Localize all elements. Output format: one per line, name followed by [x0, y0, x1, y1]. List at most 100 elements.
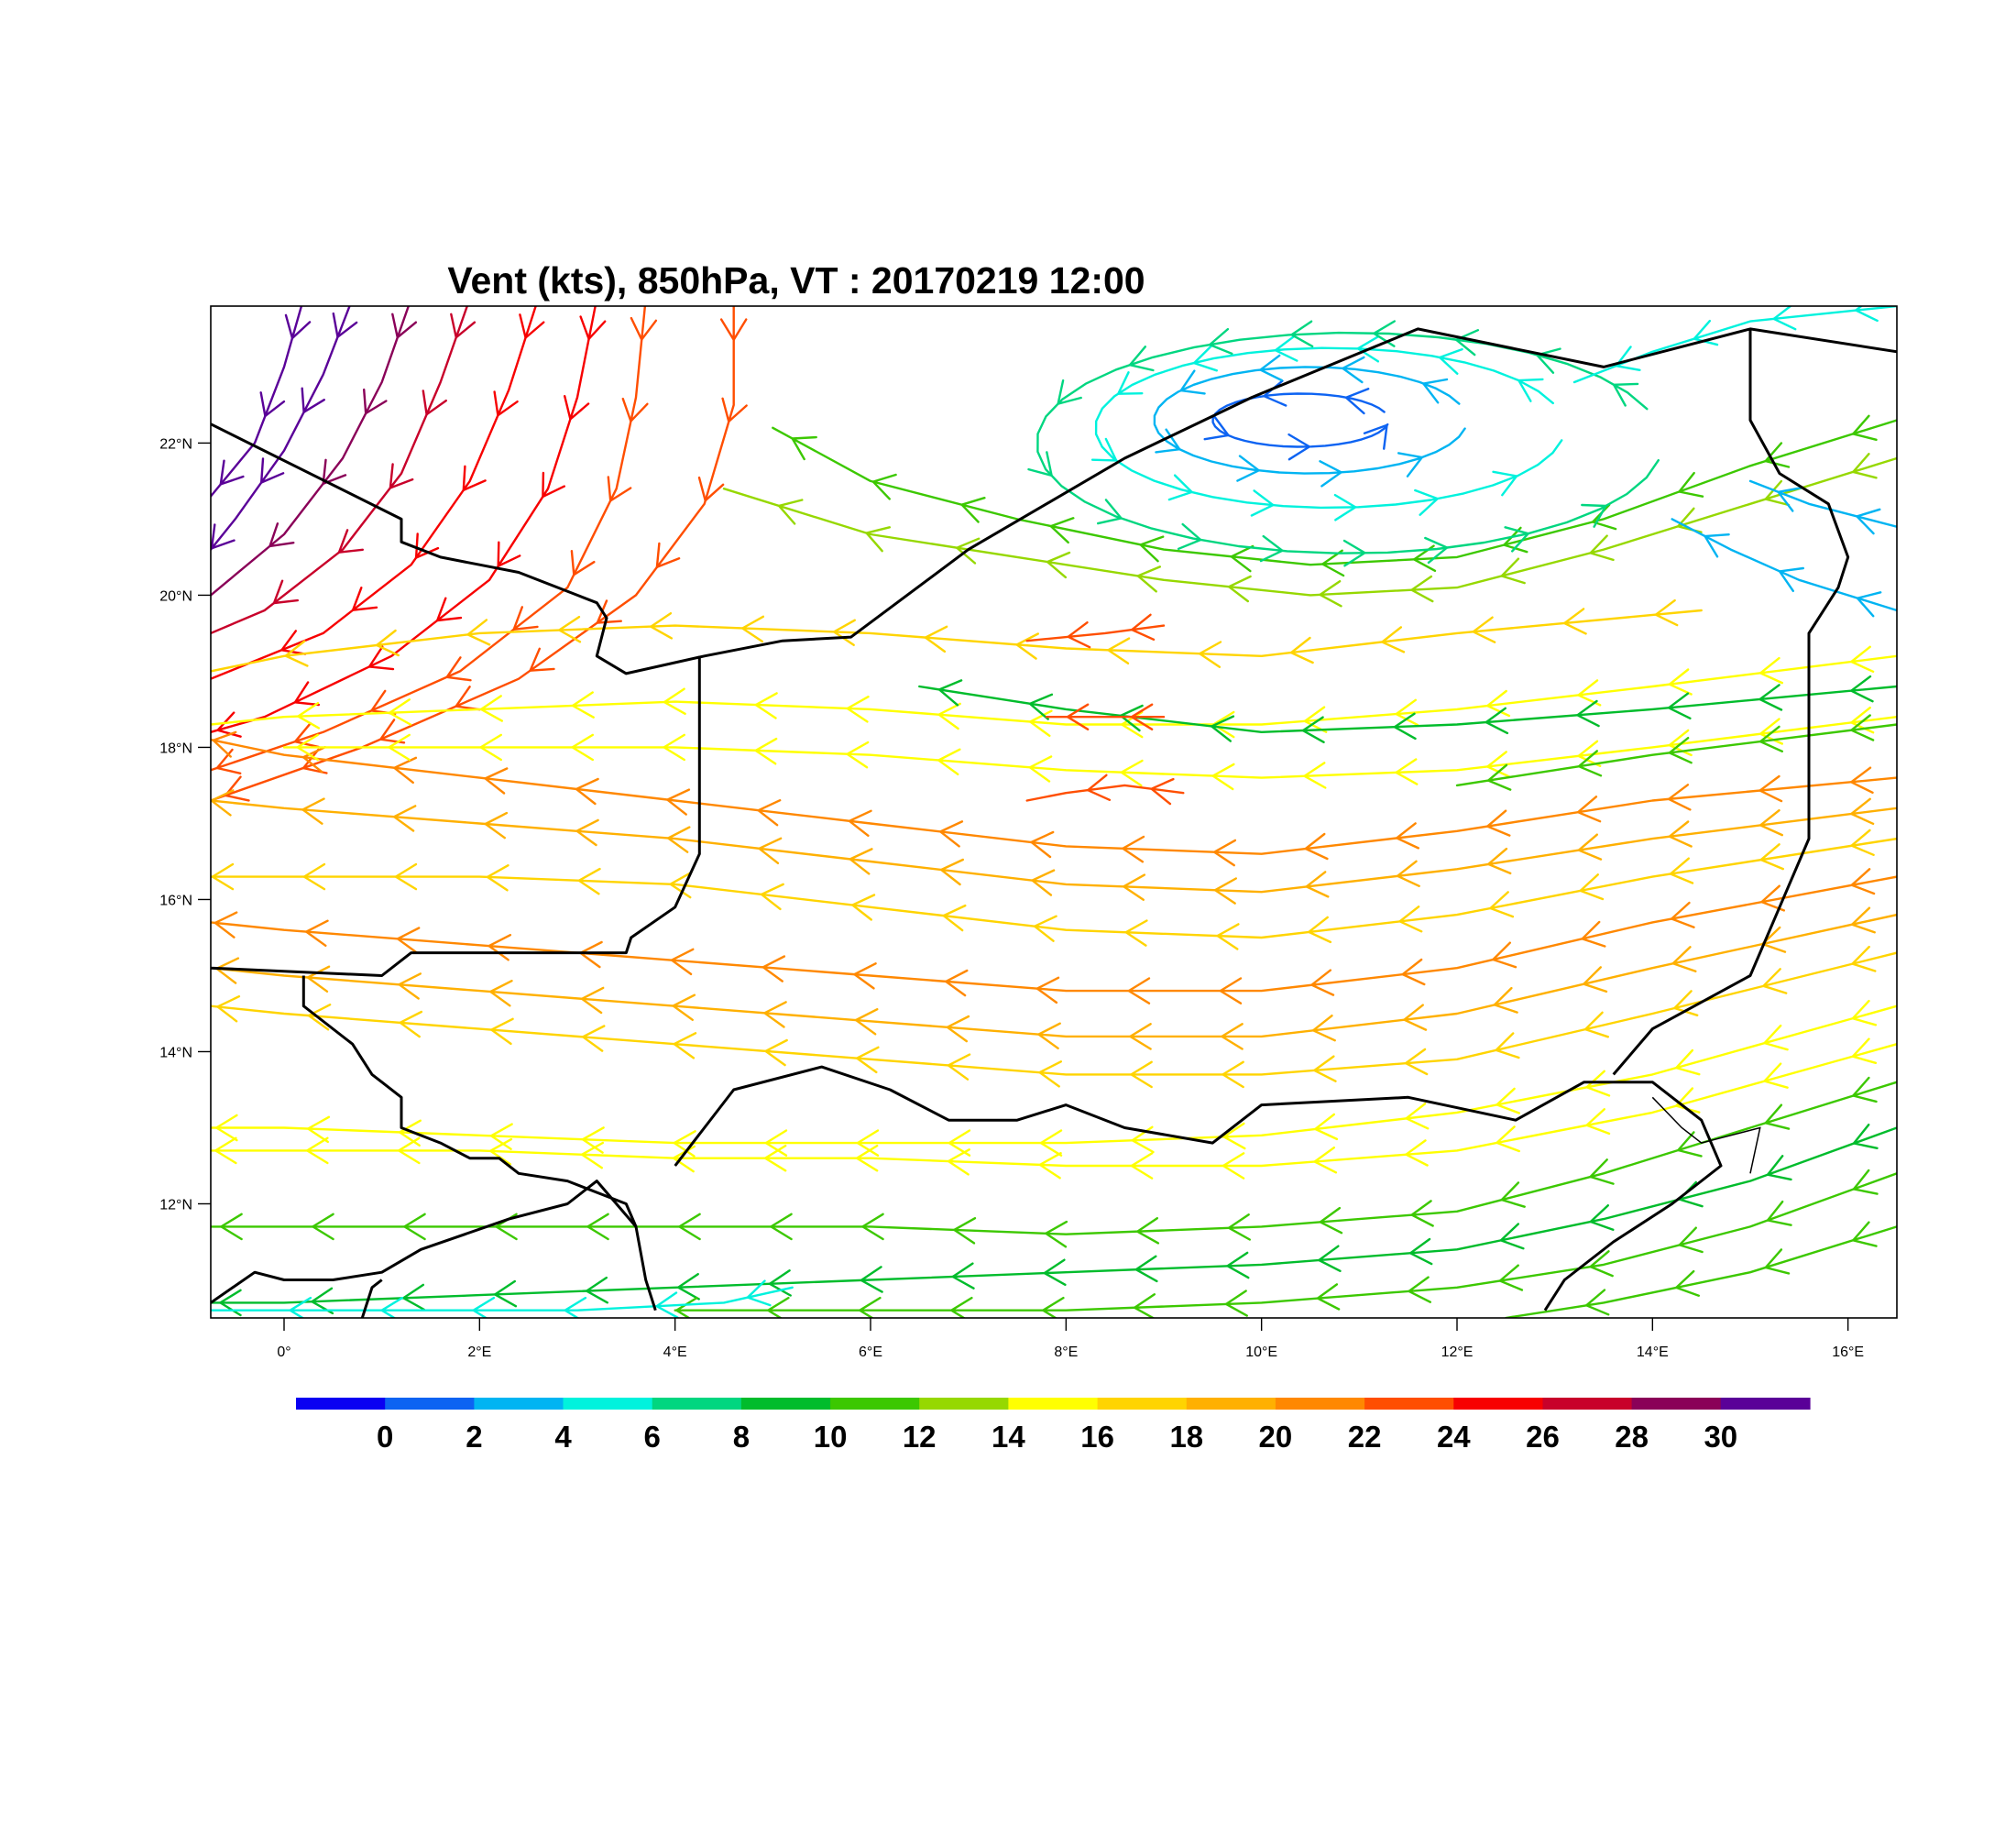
wind-arrowhead — [1589, 1158, 1615, 1185]
colorbar-label: 14 — [992, 1420, 1025, 1454]
wind-arrowhead — [767, 1296, 790, 1318]
wind-arrowhead — [403, 1213, 426, 1241]
wind-arrowhead — [422, 390, 447, 416]
wind-arrowhead — [1035, 976, 1060, 1004]
wind-arrowhead — [1668, 820, 1693, 848]
colorbar-swatch — [296, 1398, 386, 1410]
wind-arrowhead — [322, 458, 347, 485]
wind-streamline — [1748, 479, 1897, 528]
wind-arrowhead — [214, 911, 238, 938]
wind-arrowhead — [297, 702, 321, 730]
wind-arrowhead — [1274, 335, 1298, 362]
colorbar-label: 18 — [1169, 1420, 1203, 1454]
wind-arrowhead — [1342, 356, 1365, 384]
wind-arrowhead — [1487, 763, 1512, 791]
wind-arrowhead — [575, 818, 599, 847]
wind-arrowhead — [1381, 626, 1406, 653]
wind-arrowhead — [1577, 833, 1603, 861]
colorbar-swatch — [1631, 1398, 1722, 1410]
wind-arrowhead — [951, 1262, 975, 1290]
latitude-axis: 12°N 14°N 16°N 18°N 20°N 22°N — [159, 436, 211, 1213]
country-border — [211, 655, 701, 977]
wind-arrowhead — [1764, 1103, 1791, 1130]
colorbar-swatch — [1364, 1398, 1454, 1410]
wind-streamline — [211, 306, 351, 551]
wind-arrowhead — [1131, 613, 1156, 641]
wind-arrowhead — [1563, 608, 1587, 635]
wind-arrowhead — [1395, 698, 1419, 727]
colorbar: 0 2 4 6 8 10 12 14 16 18 20 22 24 26 28 30 — [296, 1398, 1811, 1454]
wind-arrowhead — [669, 871, 693, 899]
country-border — [1612, 328, 1850, 1076]
wind-arrowhead — [1030, 830, 1055, 859]
wind-arrowhead — [849, 848, 873, 875]
wind-arrowhead — [1314, 1113, 1339, 1141]
wind-arrowhead — [215, 748, 242, 774]
wind-arrowhead — [1230, 544, 1255, 573]
wind-arrowhead — [768, 1269, 792, 1297]
wind-arrowhead — [953, 1217, 977, 1245]
wind-arrowhead — [667, 826, 691, 853]
wind-streamline — [674, 1172, 1897, 1312]
wind-arrowhead — [484, 767, 509, 795]
wind-arrowhead — [1031, 869, 1056, 896]
wind-streamline — [1094, 346, 1563, 510]
wind-arrowhead — [1028, 693, 1054, 720]
wind-arrowhead — [1496, 1125, 1520, 1153]
wind-arrowhead — [1496, 1087, 1520, 1114]
wind-arrowhead — [1856, 508, 1881, 535]
wind-arrowhead — [268, 522, 295, 548]
wind-arrowhead — [466, 619, 491, 646]
wind-streamline — [211, 1042, 1897, 1168]
wind-arrowhead — [777, 499, 804, 525]
wind-arrowhead — [1290, 320, 1314, 348]
wind-arrowhead — [1226, 1251, 1250, 1279]
wind-arrowhead — [585, 1276, 608, 1304]
wind-arrowhead — [666, 788, 691, 816]
wind-arrowhead — [1222, 1122, 1246, 1150]
wind-arrowhead — [1486, 689, 1511, 718]
wind-streamline — [211, 306, 303, 498]
wind-arrowhead — [1396, 822, 1419, 850]
wind-arrowhead — [937, 679, 963, 707]
wind-arrowhead — [337, 529, 364, 554]
wind-arrowhead — [301, 387, 325, 413]
colorbar-swatch — [740, 1398, 831, 1410]
wind-arrowhead — [1216, 923, 1240, 950]
colorbar-label: 20 — [1259, 1420, 1293, 1454]
wind-arrowhead — [1855, 306, 1879, 323]
wind-arrowhead — [219, 459, 245, 486]
wind-arrowhead — [1224, 1290, 1248, 1317]
wind-arrowhead — [937, 702, 961, 730]
wind-arrowhead — [1414, 488, 1439, 516]
wind-arrowhead — [379, 719, 406, 744]
wind-arrowhead — [663, 733, 685, 762]
wind-arrowhead — [1850, 645, 1875, 673]
wind-streamline — [211, 306, 411, 597]
wind-arrowhead — [940, 858, 964, 886]
wind-arrowhead — [596, 599, 622, 624]
wind-arrowhead — [542, 471, 565, 499]
wind-streamline — [211, 306, 537, 680]
colorbar-swatch — [1720, 1398, 1811, 1410]
wind-arrowhead — [1671, 901, 1695, 928]
map-frame — [210, 305, 1898, 1319]
wind-arrowhead — [948, 1129, 971, 1157]
wind-arrowhead — [519, 313, 545, 339]
wind-arrowhead — [398, 972, 422, 1000]
wind-arrowhead — [1581, 920, 1606, 948]
wind-arrowhead — [947, 1148, 970, 1176]
wind-streamline — [211, 1004, 1897, 1145]
wind-arrowhead — [1759, 656, 1783, 685]
wind-arrowhead — [1668, 668, 1693, 696]
wind-arrowhead — [1772, 306, 1797, 331]
wind-arrowhead — [1850, 868, 1876, 895]
wind-arrowhead — [398, 1136, 421, 1165]
wind-arrowhead — [1408, 1237, 1433, 1266]
wind-arrowhead — [479, 695, 503, 722]
lon-tick-label: 10°E — [1245, 1345, 1277, 1360]
wind-arrowhead — [1136, 1217, 1160, 1245]
wind-arrowhead — [851, 894, 876, 921]
wind-arrowhead — [942, 904, 967, 932]
wind-arrowhead — [655, 1291, 679, 1318]
